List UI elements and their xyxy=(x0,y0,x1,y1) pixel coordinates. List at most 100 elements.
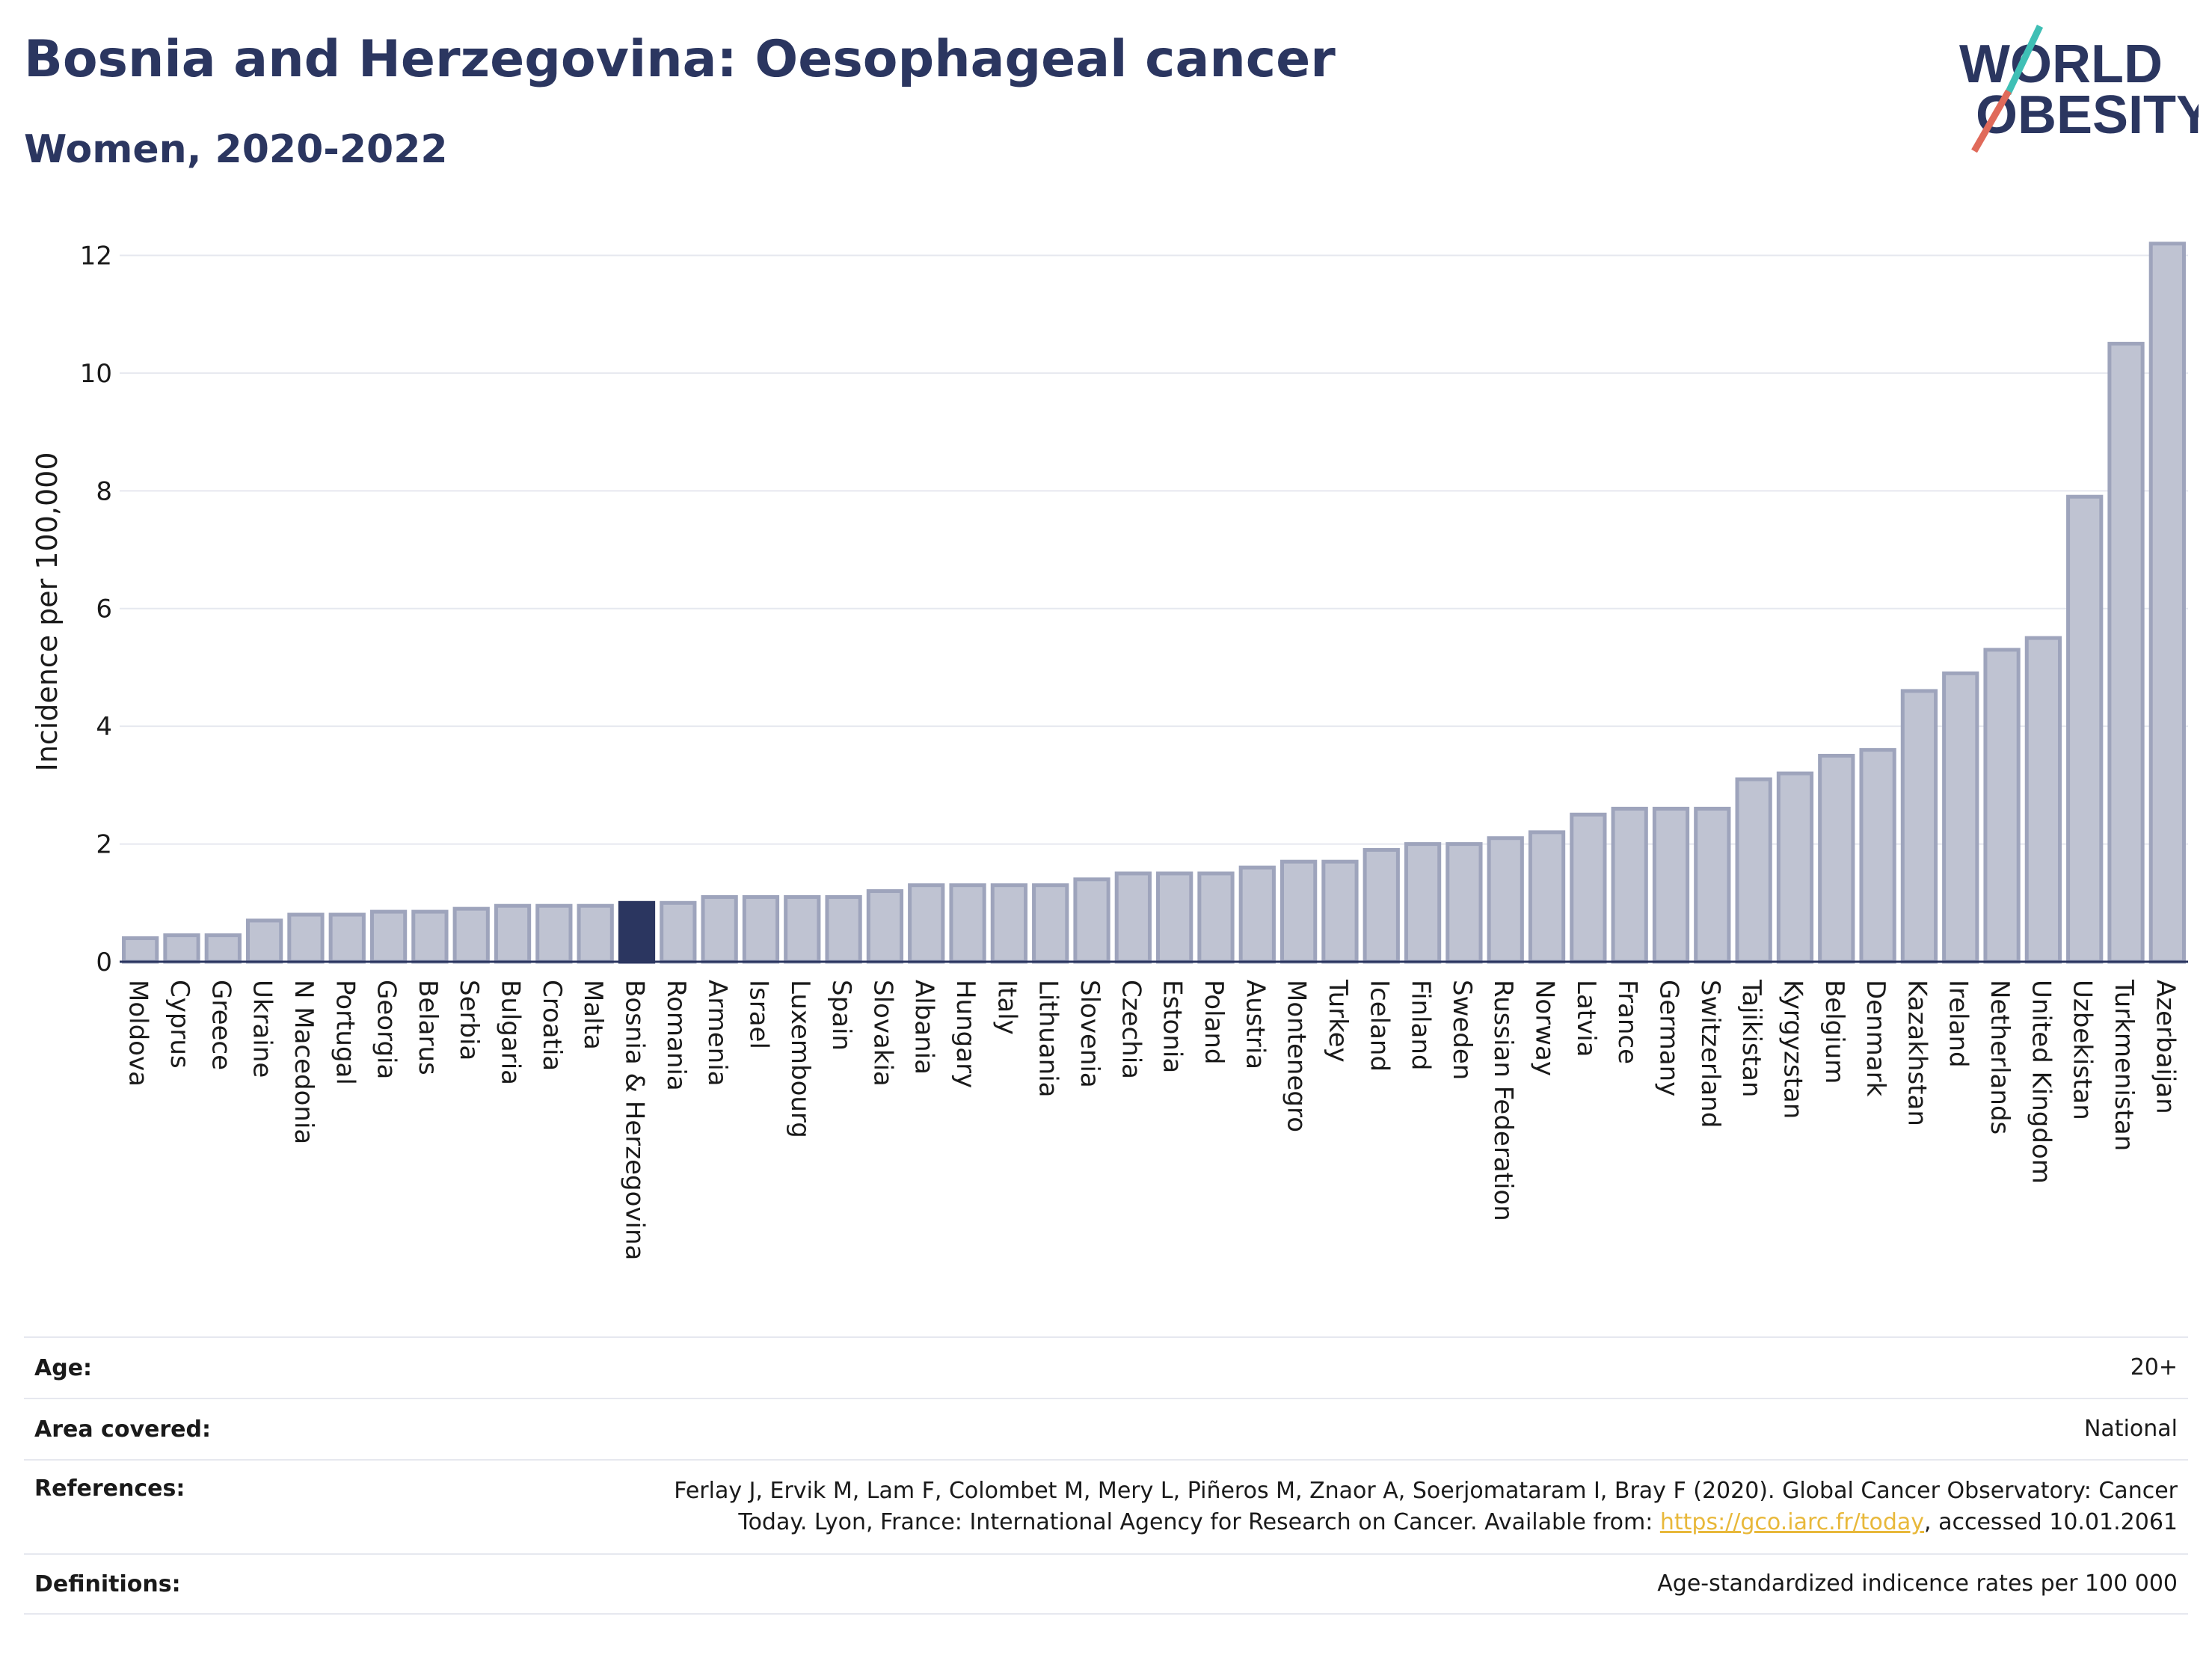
x-tick-label: Czechia xyxy=(1116,980,1146,1079)
x-tick-label: Belarus xyxy=(413,980,443,1075)
x-tick-label: Russian Federation xyxy=(1488,980,1518,1221)
x-tick-label: Croatia xyxy=(537,980,567,1071)
reference-line2-post: , accessed 10.01.2061 xyxy=(1924,1509,2178,1535)
logo-slash-teal xyxy=(2004,25,2044,95)
bar xyxy=(369,909,408,964)
info-row-area: Area covered: National xyxy=(24,1398,2188,1459)
x-tick-label: Austria xyxy=(1240,980,1270,1069)
bar xyxy=(618,900,656,964)
x-tick-label: Spain xyxy=(826,980,856,1051)
x-tick-label: Kyrgyzstan xyxy=(1778,980,1807,1119)
bar xyxy=(577,903,614,964)
x-tick-label: Italy xyxy=(992,980,1021,1035)
bar xyxy=(1114,871,1152,964)
reference-line1: Ferlay J, Ervik M, Lam F, Colombet M, Me… xyxy=(674,1478,2178,1504)
x-tick-label: Armenia xyxy=(702,980,732,1087)
bar xyxy=(1570,812,1607,964)
bar xyxy=(1776,771,1814,964)
bar xyxy=(1611,806,1648,964)
x-tick-label: Albania xyxy=(909,980,939,1075)
bar xyxy=(287,912,325,964)
bar xyxy=(742,894,780,964)
bar xyxy=(1694,806,1731,964)
x-tick-label: Luxembourg xyxy=(785,980,815,1138)
grid-lines xyxy=(120,254,2188,845)
y-tick-label: 10 xyxy=(80,359,112,389)
bar xyxy=(1942,671,1979,964)
x-tick-label: Bosnia & Herzegovina xyxy=(620,980,650,1260)
y-tick-label: 0 xyxy=(96,948,112,977)
bar xyxy=(1900,689,1938,964)
bar xyxy=(1238,865,1276,964)
x-tick-label: Greece xyxy=(206,980,236,1070)
x-tick-label: United Kingdom xyxy=(2026,980,2056,1184)
x-tick-label: Estonia xyxy=(1158,980,1188,1073)
x-tick-label: Georgia xyxy=(372,980,402,1079)
bar xyxy=(1487,836,1524,964)
bar xyxy=(2148,242,2186,964)
x-tick-label: Slovakia xyxy=(867,980,897,1087)
bars xyxy=(122,242,2186,964)
info-table: Age: 20+ Area covered: National Referenc… xyxy=(24,1336,2188,1615)
logo-slash-red xyxy=(1971,89,2012,153)
bar xyxy=(1197,871,1235,964)
age-value: 20+ xyxy=(2130,1354,2178,1381)
x-tick-label: Moldova xyxy=(123,980,153,1087)
x-tick-label: Uzbekistan xyxy=(2068,980,2098,1120)
y-tick-labels: 0 2 4 6 8 10 12 xyxy=(80,241,112,977)
definitions-label: Definitions: xyxy=(34,1570,181,1597)
bar-chart: 0 2 4 6 8 10 12 Moldova Cyprus Greece Ukraine N Ma… xyxy=(31,241,2188,1260)
info-row-definitions: Definitions: Age-standardized indicence … xyxy=(24,1553,2188,1615)
x-tick-label: Belgium xyxy=(1819,980,1849,1084)
y-tick-label: 2 xyxy=(96,830,112,860)
y-tick-label: 8 xyxy=(96,476,112,506)
x-tick-label: Iceland xyxy=(1364,980,1394,1072)
x-tick-label: Cyprus xyxy=(165,980,194,1069)
reference-line2-pre: Today. Lyon, France: International Agenc… xyxy=(738,1509,1660,1535)
x-tick-label: Latvia xyxy=(1571,980,1601,1057)
x-tick-label: Lithuania xyxy=(1033,980,1063,1097)
x-tick-label: Turkey xyxy=(1323,979,1353,1063)
x-tick-label: Ukraine xyxy=(248,980,277,1078)
x-tick-label: Azerbaijan xyxy=(2150,980,2180,1114)
bar xyxy=(1818,754,1855,964)
x-tick-label: Romania xyxy=(661,980,691,1091)
x-tick-label: Turkmenistan xyxy=(2109,979,2139,1151)
x-tick-label: Israel xyxy=(743,980,773,1049)
y-tick-label: 6 xyxy=(96,595,112,624)
age-label: Age: xyxy=(34,1354,93,1381)
bar xyxy=(1446,842,1483,964)
bar xyxy=(990,883,1028,964)
reference-link[interactable]: https://gco.iarc.fr/today xyxy=(1659,1509,1925,1535)
bar xyxy=(1032,883,1069,964)
bar xyxy=(411,909,449,964)
bar xyxy=(1321,859,1359,964)
references-label: References: xyxy=(34,1476,185,1502)
bar xyxy=(535,903,573,964)
area-label: Area covered: xyxy=(34,1416,211,1443)
bar xyxy=(1073,877,1110,964)
x-tick-label: Slovenia xyxy=(1075,980,1105,1088)
bar xyxy=(1362,847,1400,964)
x-tick-label: Netherlands xyxy=(1985,980,2015,1134)
x-tick-label: Germany xyxy=(1654,980,1684,1096)
bar xyxy=(245,918,283,964)
x-tick-label: Bulgaria xyxy=(496,980,526,1085)
page-title: Bosnia and Herzegovina: Oesophageal canc… xyxy=(24,30,1336,89)
logo-line2: OBESITY xyxy=(1976,85,2199,145)
bar xyxy=(2066,494,2104,964)
references-value: Ferlay J, Ervik M, Lam F, Colombet M, Me… xyxy=(674,1476,2178,1538)
bar xyxy=(2107,342,2145,964)
area-value: National xyxy=(2083,1416,2178,1442)
x-tick-label: Sweden xyxy=(1447,980,1477,1080)
definitions-value: Age-standardized indicence rates per 100… xyxy=(1657,1570,2178,1597)
bar xyxy=(1652,806,1690,964)
x-tick-labels: Moldova Cyprus Greece Ukraine N Macedonia Por… xyxy=(123,979,2181,1260)
x-tick-label: Kazakhstan xyxy=(1902,980,1932,1126)
x-tick-label: Finland xyxy=(1406,980,1436,1071)
x-tick-label: Denmark xyxy=(1861,980,1890,1097)
bar xyxy=(328,912,366,964)
info-row-age: Age: 20+ xyxy=(24,1336,2188,1398)
x-tick-label: Hungary xyxy=(950,980,980,1088)
page-subtitle: Women, 2020-2022 xyxy=(24,127,448,172)
